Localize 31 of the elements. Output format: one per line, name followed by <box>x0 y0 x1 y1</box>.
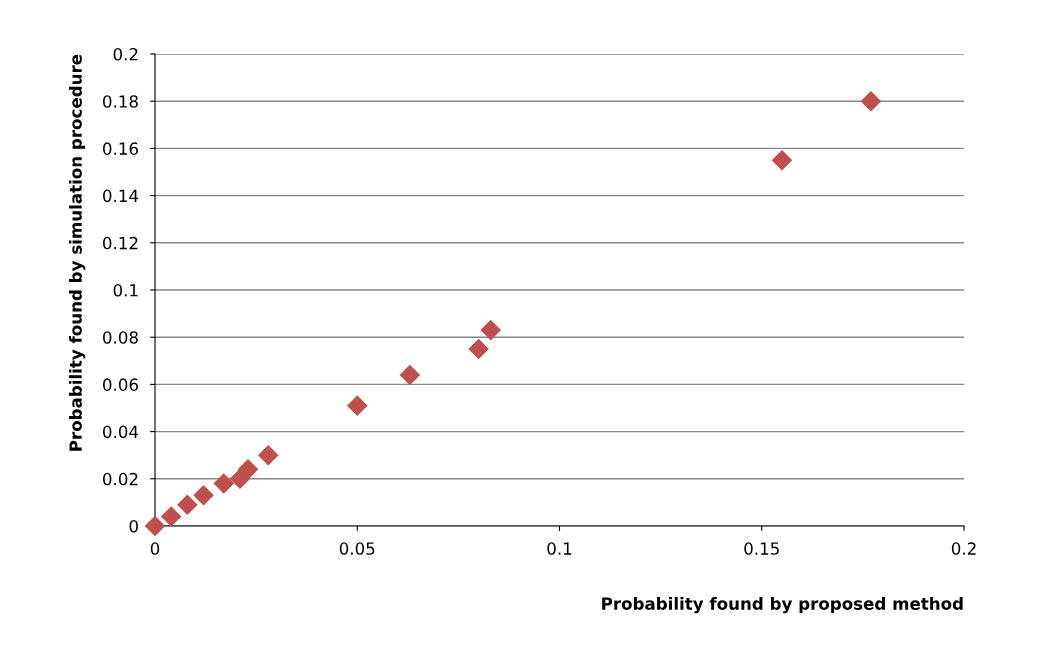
point <box>160 506 182 527</box>
x-tick-label: 0.15 <box>744 542 779 555</box>
point <box>237 459 259 480</box>
y-tick-label: 0.1 <box>113 283 138 297</box>
x-axis-title: Probability found by proposed method <box>602 596 963 614</box>
y-tick-label: 0.2 <box>113 47 138 61</box>
y-tick-label: 0 <box>129 519 138 533</box>
y-tick-label: 0.06 <box>103 378 138 391</box>
x-tick-label: 0.2 <box>951 542 976 555</box>
point <box>346 395 368 416</box>
point <box>399 364 421 386</box>
point <box>144 515 166 537</box>
point <box>213 473 235 494</box>
point <box>257 444 279 466</box>
point <box>193 485 214 506</box>
point <box>468 338 489 360</box>
point <box>480 319 502 341</box>
point <box>177 494 198 516</box>
y-tick-label: 0.16 <box>103 142 138 155</box>
point <box>860 90 882 112</box>
y-axis-title: Probability found by simulation procedure <box>68 54 86 451</box>
x-tick-label: 0.1 <box>547 542 572 555</box>
y-tick-label: 0.18 <box>103 95 138 108</box>
y-tick-label: 0.14 <box>103 189 139 203</box>
y-tick-label: 0.02 <box>103 472 138 486</box>
point <box>771 149 793 171</box>
y-tick-label: 0.08 <box>103 331 138 344</box>
y-tick-label: 0.04 <box>103 425 139 439</box>
x-tick-label: 0.05 <box>339 542 375 555</box>
x-tick-label: 0 <box>150 542 160 555</box>
y-tick-label: 0.12 <box>103 236 138 250</box>
